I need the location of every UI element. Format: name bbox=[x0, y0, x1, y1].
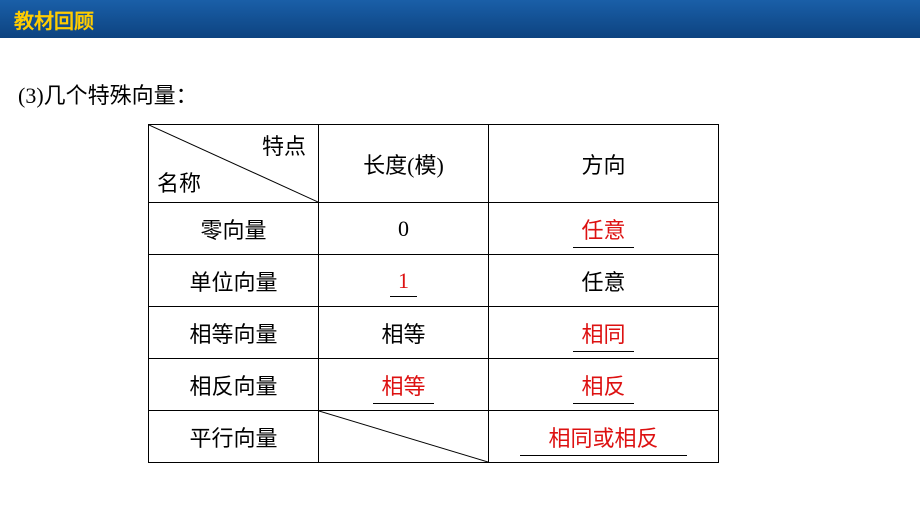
table-header-row: 特点 名称 长度(模) 方向 bbox=[149, 125, 719, 203]
table-row: 平行向量 相同或相反 bbox=[149, 411, 719, 463]
cell-length: 1 bbox=[319, 255, 489, 307]
header-length: 长度(模) bbox=[319, 125, 489, 203]
cell-direction-text: 相同 bbox=[581, 317, 625, 349]
cell-direction: 任意 bbox=[489, 203, 719, 255]
cell-length-text: 1 bbox=[398, 268, 409, 294]
vector-table: 特点 名称 长度(模) 方向 零向量0任意单位向量1任意相等向量相等相同相反向量… bbox=[148, 124, 719, 463]
table-row: 零向量 0 任意 bbox=[149, 203, 719, 255]
header-bar: 教材回顾 bbox=[0, 0, 920, 38]
cell-length: 相等 bbox=[319, 359, 489, 411]
cell-length: 相等 bbox=[319, 307, 489, 359]
cell-length bbox=[319, 411, 489, 463]
cell-direction: 相同 bbox=[489, 307, 719, 359]
table-row: 单位向量 1 任意 bbox=[149, 255, 719, 307]
table-row: 相反向量 相等 相反 bbox=[149, 359, 719, 411]
header-title: 教材回顾 bbox=[14, 5, 94, 34]
header-direction: 方向 bbox=[489, 125, 719, 203]
diag-line-icon bbox=[319, 411, 488, 462]
cell-name: 零向量 bbox=[149, 203, 319, 255]
vector-table-wrap: 特点 名称 长度(模) 方向 零向量0任意单位向量1任意相等向量相等相同相反向量… bbox=[148, 124, 719, 463]
table-row: 相等向量 相等 相同 bbox=[149, 307, 719, 359]
cell-length: 0 bbox=[319, 203, 489, 255]
cell-name: 平行向量 bbox=[149, 411, 319, 463]
cell-direction: 任意 bbox=[489, 255, 719, 307]
cell-direction-text: 任意 bbox=[581, 213, 625, 245]
cell-direction-text: 任意 bbox=[581, 270, 625, 295]
cell-length-text: 相等 bbox=[381, 322, 425, 347]
cell-name: 相等向量 bbox=[149, 307, 319, 359]
cell-name: 单位向量 bbox=[149, 255, 319, 307]
cell-direction-text: 相反 bbox=[581, 369, 625, 401]
header-diag-bot: 名称 bbox=[157, 166, 201, 198]
cell-length-text: 0 bbox=[398, 216, 409, 241]
section-subtitle: (3)几个特殊向量： bbox=[18, 78, 198, 110]
cell-name: 相反向量 bbox=[149, 359, 319, 411]
cell-direction-text: 相同或相反 bbox=[548, 421, 658, 453]
cell-direction: 相同或相反 bbox=[489, 411, 719, 463]
header-diag-top: 特点 bbox=[262, 129, 306, 161]
cell-length-text: 相等 bbox=[381, 369, 425, 401]
header-diag-cell: 特点 名称 bbox=[149, 125, 319, 203]
cell-direction: 相反 bbox=[489, 359, 719, 411]
